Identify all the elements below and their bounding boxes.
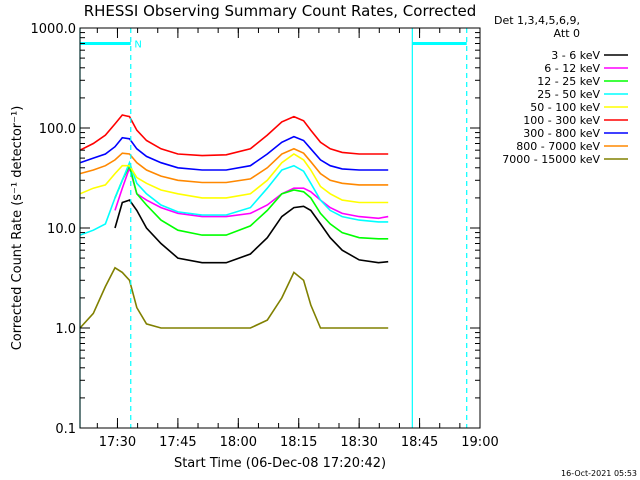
- series-line-5: [79, 114, 389, 157]
- series-line-6: [79, 135, 389, 171]
- legend-label-4: 50 - 100 keV: [530, 101, 600, 114]
- y-axis-label: Corrected Count Rate (s⁻¹ detector⁻¹): [10, 106, 25, 351]
- x-tick-label-6: 19:00: [461, 435, 498, 450]
- y-tick-label-1: 100.0: [39, 122, 76, 137]
- y-tick-label-4: 0.1: [55, 422, 76, 437]
- x-tick-label-5: 18:45: [401, 435, 438, 450]
- x-tick-label-4: 18:30: [340, 435, 377, 450]
- legend-label-6: 300 - 800 keV: [523, 127, 600, 140]
- legend-label-3: 25 - 50 keV: [537, 88, 600, 101]
- legend-header-1: Att 0: [554, 27, 580, 40]
- footer-timestamp: 16-Oct-2021 05:53: [561, 469, 637, 478]
- legend-label-0: 3 - 6 keV: [551, 49, 600, 62]
- series-line-3: [79, 160, 389, 236]
- chart-title: RHESSI Observing Summary Count Rates, Co…: [84, 2, 477, 20]
- legend-label-5: 100 - 300 keV: [523, 114, 600, 127]
- x-tick-label-2: 18:00: [220, 435, 257, 450]
- series-line-1: [114, 165, 389, 220]
- series-line-0: [114, 199, 389, 264]
- x-axis-label: Start Time (06-Dec-08 17:20:42): [174, 456, 386, 471]
- axes: 1000.0 100.0 10.0 1.0 0.1 17:30 17:45 18:00 18:1…: [31, 22, 499, 450]
- y-tick-label-0: 1000.0: [31, 22, 77, 37]
- x-tick-label-1: 17:45: [159, 435, 196, 450]
- legend-label-1: 6 - 12 keV: [544, 62, 600, 75]
- x-tick-label-0: 17:30: [99, 435, 136, 450]
- series-line-4: [79, 153, 389, 204]
- legend-label-8: 7000 - 15000 keV: [502, 153, 600, 166]
- series-line-7: [79, 147, 389, 186]
- y-tick-label-2: 10.0: [47, 222, 76, 237]
- legend-header-0: Det 1,3,4,5,6,9,: [494, 14, 580, 27]
- series-line-2: [114, 163, 389, 240]
- legend-label-2: 12 - 25 keV: [537, 75, 600, 88]
- series-line-8: [79, 266, 389, 329]
- y-tick-label-3: 1.0: [55, 322, 76, 337]
- annotation-label-6: N: [134, 39, 141, 50]
- x-tick-label-3: 18:15: [280, 435, 317, 450]
- legend-label-7: 800 - 7000 keV: [516, 140, 600, 153]
